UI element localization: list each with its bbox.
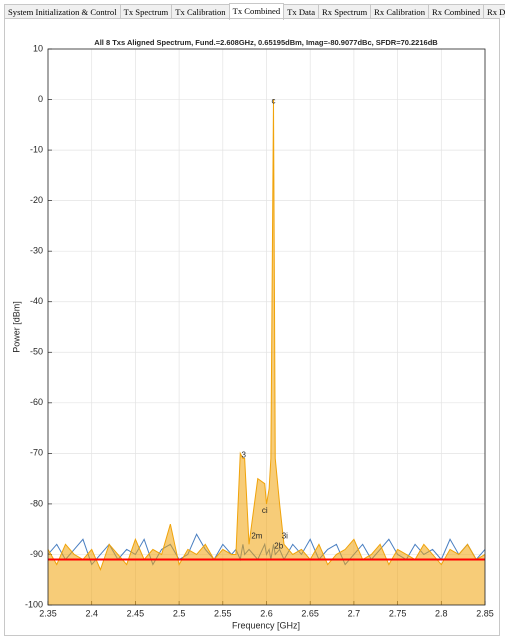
annotation: 2b bbox=[274, 541, 283, 550]
annotation: ci bbox=[262, 506, 268, 515]
series-line bbox=[47, 99, 486, 571]
y-tick-label: -20 bbox=[30, 195, 43, 205]
annotation: 3 bbox=[242, 450, 247, 459]
x-tick-label: 2.85 bbox=[476, 608, 494, 618]
panel bbox=[4, 18, 500, 636]
annotation: c bbox=[271, 97, 275, 106]
x-tick-label: 2.65 bbox=[301, 608, 319, 618]
y-tick-label: -50 bbox=[30, 347, 43, 357]
y-tick-label: -70 bbox=[30, 448, 43, 458]
x-axis-label: Frequency [GHz] bbox=[232, 620, 300, 630]
y-tick-label: -30 bbox=[30, 246, 43, 256]
axes-box bbox=[47, 48, 486, 606]
tab-bar: System Initialization & Control Tx Spectr… bbox=[4, 3, 505, 20]
y-tick-label: -100 bbox=[25, 599, 43, 609]
y-tick-label: -80 bbox=[30, 498, 43, 508]
x-tick-label: 2.7 bbox=[348, 608, 361, 618]
y-tick-label: -60 bbox=[30, 397, 43, 407]
tab[interactable]: Tx Combined bbox=[228, 3, 285, 20]
tab[interactable]: Rx Data bbox=[483, 4, 505, 18]
y-axis-label: Power [dBm] bbox=[11, 301, 21, 353]
y-tick-label: 0 bbox=[38, 94, 43, 104]
x-tick-label: 2.45 bbox=[127, 608, 145, 618]
x-tick-label: 2.4 bbox=[85, 608, 98, 618]
x-tick-label: 2.75 bbox=[389, 608, 407, 618]
x-tick-label: 2.35 bbox=[39, 608, 57, 618]
y-tick-label: -10 bbox=[30, 144, 43, 154]
x-tick-label: 2.8 bbox=[435, 608, 448, 618]
x-tick-label: 2.6 bbox=[260, 608, 273, 618]
x-tick-label: 2.55 bbox=[214, 608, 232, 618]
y-tick-label: -40 bbox=[30, 296, 43, 306]
annotation: 2m bbox=[251, 531, 262, 540]
y-tick-label: -90 bbox=[30, 549, 43, 559]
chart-title: All 8 Txs Aligned Spectrum, Fund.=2.608G… bbox=[94, 38, 438, 47]
y-tick-label: 10 bbox=[33, 43, 43, 53]
annotation: 3i bbox=[282, 531, 288, 540]
x-tick-label: 2.5 bbox=[173, 608, 186, 618]
